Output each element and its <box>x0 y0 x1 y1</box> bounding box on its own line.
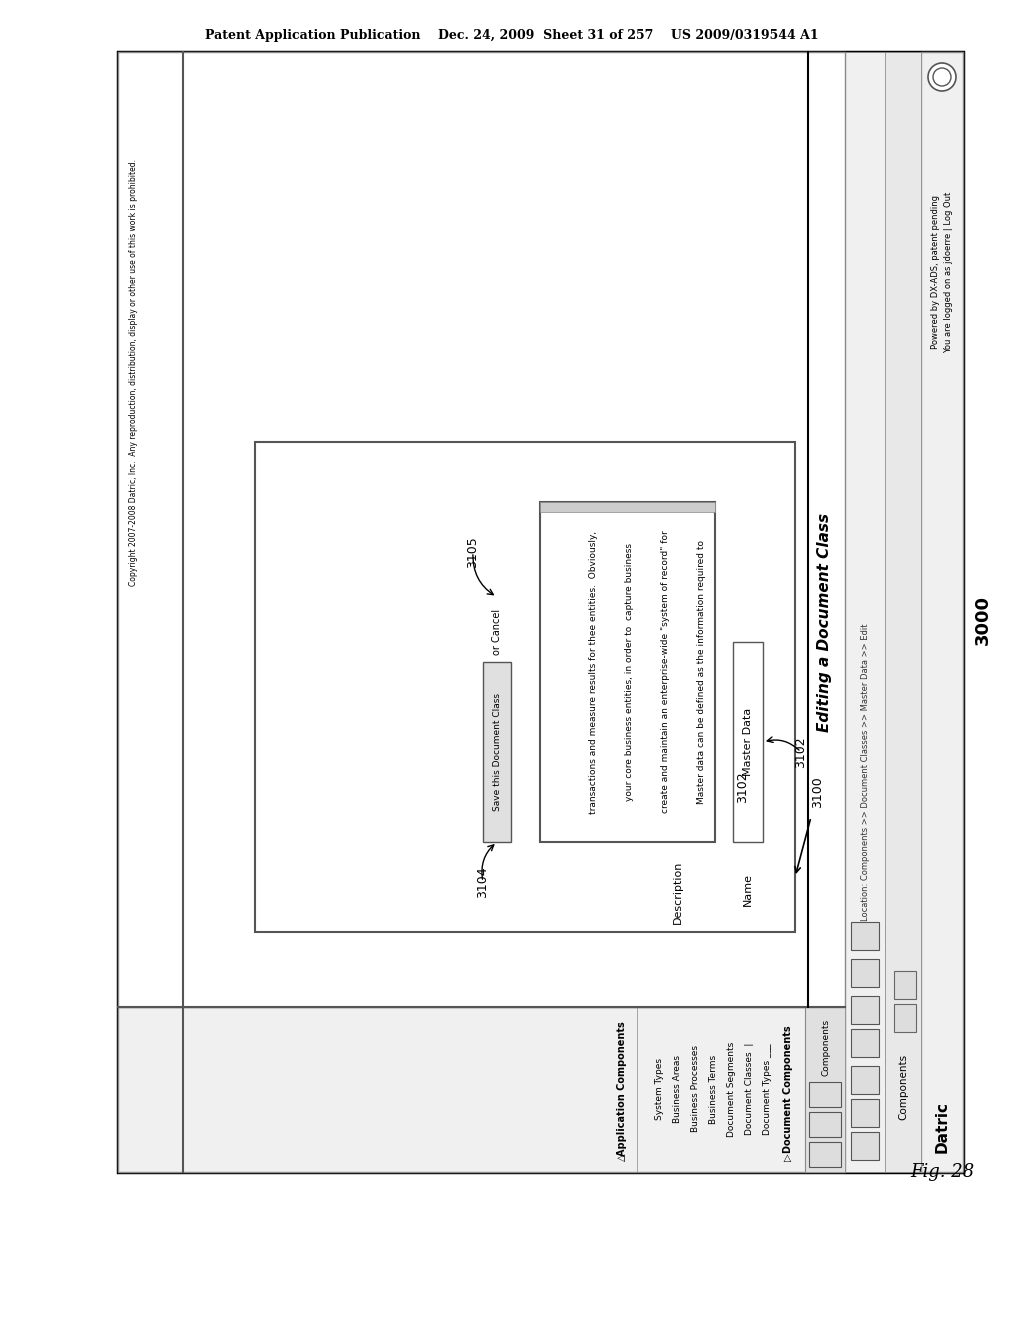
Bar <box>851 960 879 987</box>
Text: 3102: 3102 <box>736 771 750 803</box>
Bar <box>894 1005 916 1032</box>
Bar <box>118 51 963 1172</box>
Bar <box>483 663 511 842</box>
Text: System Types: System Types <box>655 1059 665 1119</box>
Text: Master data can be defined as the information required to: Master data can be defined as the inform… <box>696 540 706 804</box>
Bar <box>540 502 715 512</box>
Bar <box>118 1007 845 1172</box>
Bar <box>851 997 879 1024</box>
Text: Master Data: Master Data <box>743 708 753 776</box>
Bar <box>118 51 845 1007</box>
Bar <box>809 1142 841 1167</box>
Text: Document Classes  |: Document Classes | <box>745 1043 755 1135</box>
Bar <box>851 1030 879 1057</box>
Text: Components: Components <box>821 1019 830 1076</box>
Bar <box>885 51 921 1172</box>
Text: Editing a Document Class: Editing a Document Class <box>817 512 833 731</box>
Bar <box>894 972 916 999</box>
Text: Copyright 2007-2008 Datric, Inc.  Any reproduction, distribution, display or oth: Copyright 2007-2008 Datric, Inc. Any rep… <box>128 158 137 586</box>
Text: or Cancel: or Cancel <box>492 609 502 655</box>
Text: create and maintain an enterprise-wide "system of record" for: create and maintain an enterprise-wide "… <box>660 531 670 813</box>
Text: Document Types ___: Document Types ___ <box>764 1043 772 1135</box>
Text: Business Processes: Business Processes <box>691 1045 700 1133</box>
Text: Document Segments: Document Segments <box>727 1041 736 1137</box>
Text: ▷: ▷ <box>783 1154 793 1160</box>
Text: transactions and measure results for thee entities.  Obviously,: transactions and measure results for the… <box>589 531 597 813</box>
Text: Save this Document Class: Save this Document Class <box>493 693 502 810</box>
Circle shape <box>933 69 951 86</box>
Circle shape <box>928 63 956 91</box>
Text: △: △ <box>617 1154 627 1160</box>
Text: Description: Description <box>673 861 683 924</box>
Bar <box>540 502 715 842</box>
Bar <box>733 642 763 842</box>
Bar <box>845 51 885 1172</box>
Bar <box>809 1082 841 1107</box>
Bar <box>921 51 963 1172</box>
Text: 3104: 3104 <box>476 866 489 898</box>
Text: 3105: 3105 <box>467 536 479 568</box>
Text: Application Components: Application Components <box>617 1022 627 1156</box>
Bar <box>851 921 879 950</box>
Text: Fig. 28: Fig. 28 <box>910 1163 974 1181</box>
Text: Location: Components >> Document Classes >> Master Data >> Edit: Location: Components >> Document Classes… <box>860 623 869 921</box>
Text: Name: Name <box>743 873 753 906</box>
Text: 3102: 3102 <box>795 737 808 768</box>
Text: Components: Components <box>898 1053 908 1121</box>
Text: Patent Application Publication    Dec. 24, 2009  Sheet 31 of 257    US 2009/0319: Patent Application Publication Dec. 24, … <box>205 29 819 41</box>
Text: Business Terms: Business Terms <box>710 1055 719 1123</box>
Text: Powered by DX-ADS, patent pending: Powered by DX-ADS, patent pending <box>931 195 939 348</box>
Text: Document Components: Document Components <box>783 1026 793 1152</box>
Bar <box>809 1111 841 1137</box>
Bar <box>851 1067 879 1094</box>
Bar <box>255 442 795 932</box>
Text: You are logged on as jdoerre | Log Out: You are logged on as jdoerre | Log Out <box>944 191 953 352</box>
Text: 3100: 3100 <box>811 776 824 808</box>
Bar <box>851 1100 879 1127</box>
Text: 3000: 3000 <box>974 595 992 645</box>
Bar <box>851 1133 879 1160</box>
Text: Datric: Datric <box>935 1101 949 1152</box>
Text: your core business entities, in order to  capture business: your core business entities, in order to… <box>625 543 634 801</box>
Bar <box>805 1007 845 1172</box>
Text: Business Areas: Business Areas <box>674 1055 683 1123</box>
